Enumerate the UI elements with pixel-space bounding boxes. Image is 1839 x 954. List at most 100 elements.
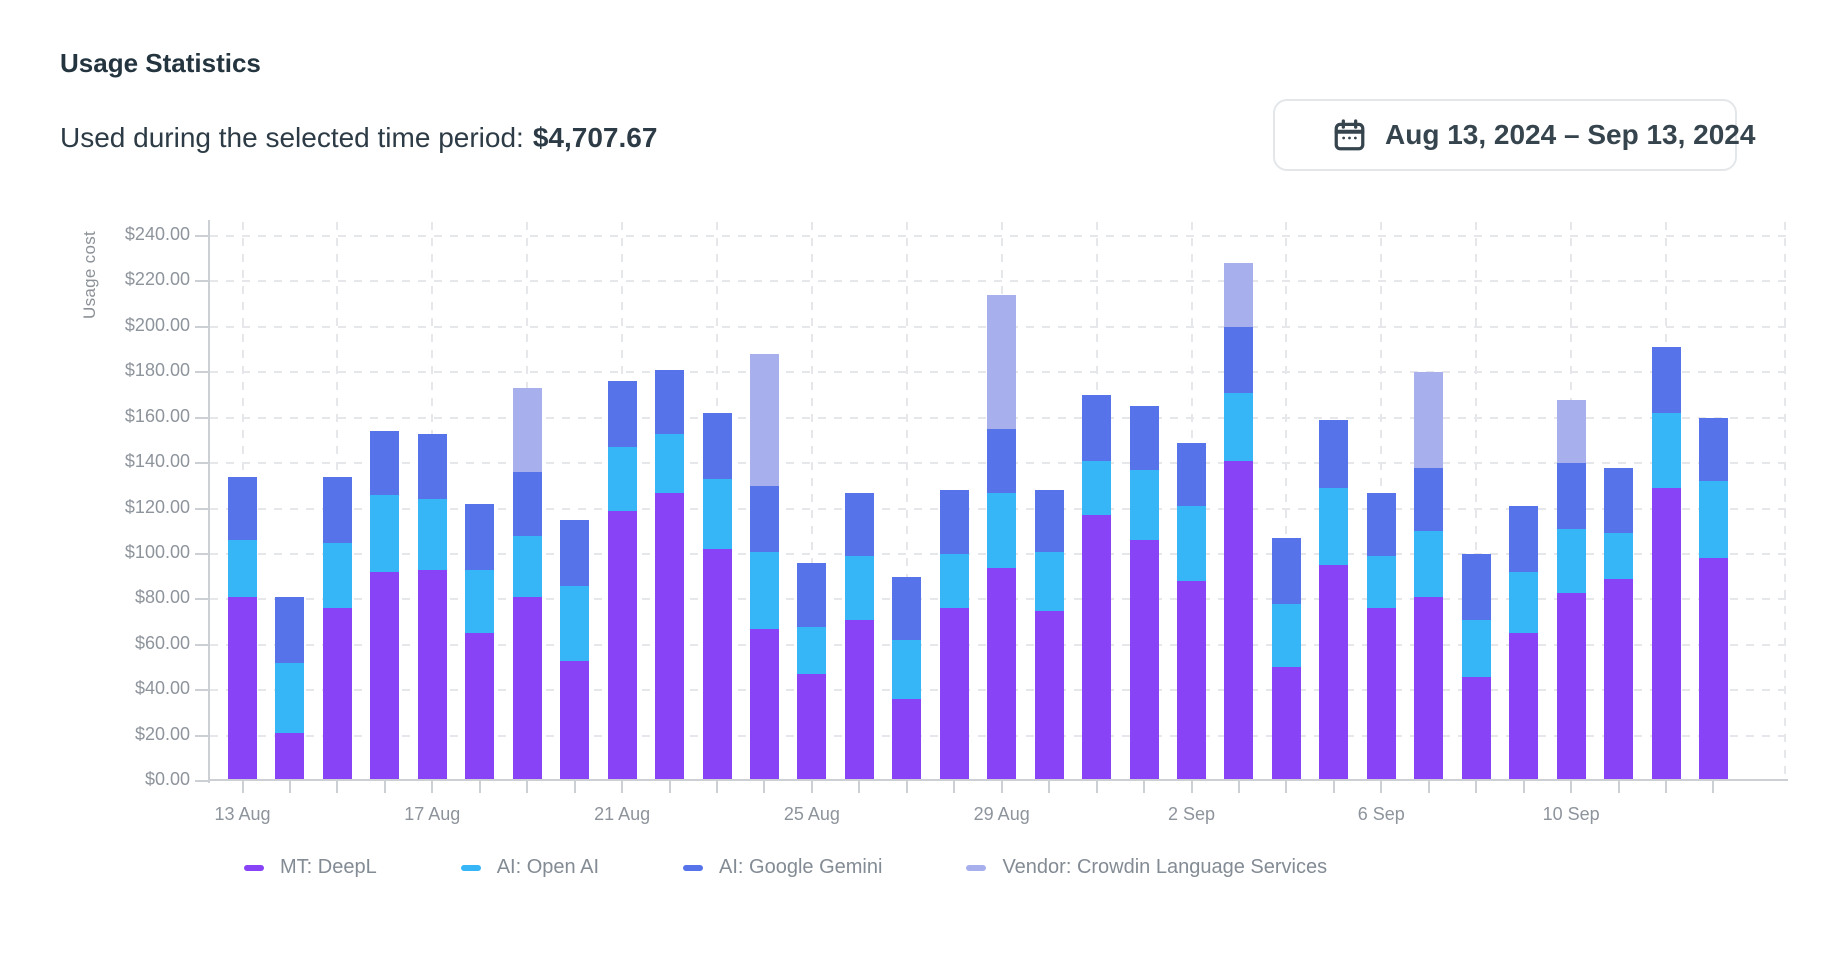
bar-segment[interactable] xyxy=(1556,399,1586,464)
bar-segment[interactable] xyxy=(560,585,590,661)
bar-segment[interactable] xyxy=(1461,553,1491,620)
bar-segment[interactable] xyxy=(1651,347,1681,414)
bar-segment[interactable] xyxy=(749,551,779,629)
bar-segment[interactable] xyxy=(702,478,732,550)
bar-segment[interactable] xyxy=(1604,578,1634,781)
bar-segment[interactable] xyxy=(797,626,827,675)
bar-segment[interactable] xyxy=(1461,676,1491,781)
bar-segment[interactable] xyxy=(465,569,495,634)
bar-segment[interactable] xyxy=(1034,610,1064,781)
bar-segment[interactable] xyxy=(512,388,542,473)
bar-segment[interactable] xyxy=(322,476,352,543)
bar-segment[interactable] xyxy=(1366,492,1396,557)
bar-segment[interactable] xyxy=(322,608,352,781)
bar-segment[interactable] xyxy=(655,433,685,493)
date-range-picker[interactable]: Aug 13, 2024 – Sep 13, 2024 xyxy=(1273,99,1755,171)
bar-segment[interactable] xyxy=(417,433,447,500)
legend-item[interactable]: Vendor: Crowdin Language Services xyxy=(966,856,1327,879)
bar-segment[interactable] xyxy=(560,660,590,781)
bar-segment[interactable] xyxy=(1414,597,1444,781)
bar-segment[interactable] xyxy=(1319,565,1349,781)
bar-segment[interactable] xyxy=(607,510,637,781)
bar-segment[interactable] xyxy=(1366,608,1396,781)
bar-segment[interactable] xyxy=(1319,419,1349,489)
bar-segment[interactable] xyxy=(228,597,257,781)
legend-item[interactable]: MT: DeepL xyxy=(244,856,377,879)
bar-segment[interactable] xyxy=(939,553,969,609)
bar-segment[interactable] xyxy=(1271,538,1301,604)
bar-segment[interactable] xyxy=(1177,581,1206,781)
bar-segment[interactable] xyxy=(1698,558,1728,781)
bar-segment[interactable] xyxy=(275,733,305,781)
bar-segment[interactable] xyxy=(1271,667,1301,781)
bar-segment[interactable] xyxy=(1177,506,1206,582)
bar-segment[interactable] xyxy=(1651,413,1681,489)
bar-segment[interactable] xyxy=(749,628,779,781)
bar-segment[interactable] xyxy=(939,608,969,781)
bar-segment[interactable] xyxy=(749,485,779,552)
bar-segment[interactable] xyxy=(1604,533,1634,579)
bar-segment[interactable] xyxy=(1414,531,1444,598)
bar-segment[interactable] xyxy=(512,472,542,536)
bar-segment[interactable] xyxy=(1698,481,1728,559)
bar-segment[interactable] xyxy=(1461,619,1491,677)
bar-segment[interactable] xyxy=(512,535,542,598)
bar-segment[interactable] xyxy=(987,492,1017,568)
bar-segment[interactable] xyxy=(892,576,922,641)
bar-segment[interactable] xyxy=(1224,326,1254,393)
bar-segment[interactable] xyxy=(370,572,400,781)
bar-segment[interactable] xyxy=(417,499,447,570)
bar-segment[interactable] xyxy=(1224,460,1254,781)
bar-segment[interactable] xyxy=(1034,551,1064,611)
bar-segment[interactable] xyxy=(1129,469,1159,541)
bar-segment[interactable] xyxy=(370,431,400,495)
bar-segment[interactable] xyxy=(560,519,590,586)
bar-segment[interactable] xyxy=(417,569,447,781)
bar-segment[interactable] xyxy=(607,447,637,511)
bar-segment[interactable] xyxy=(1082,460,1112,516)
bar-segment[interactable] xyxy=(987,429,1017,493)
bar-segment[interactable] xyxy=(939,490,969,554)
bar-segment[interactable] xyxy=(655,492,685,781)
bar-segment[interactable] xyxy=(1034,490,1064,552)
bar-segment[interactable] xyxy=(987,295,1017,429)
bar-segment[interactable] xyxy=(797,674,827,781)
bar-segment[interactable] xyxy=(1414,467,1444,532)
bar-segment[interactable] xyxy=(1509,633,1539,781)
bar-segment[interactable] xyxy=(1319,488,1349,566)
bar-segment[interactable] xyxy=(1177,442,1206,507)
bar-segment[interactable] xyxy=(512,597,542,781)
bar-segment[interactable] xyxy=(1366,556,1396,609)
bar-segment[interactable] xyxy=(1556,528,1586,593)
bar-segment[interactable] xyxy=(1556,463,1586,529)
legend-item[interactable]: AI: Open AI xyxy=(460,856,599,879)
bar-segment[interactable] xyxy=(749,354,779,486)
bar-segment[interactable] xyxy=(1604,467,1634,534)
bar-segment[interactable] xyxy=(844,556,874,620)
bar-segment[interactable] xyxy=(370,494,400,573)
bar-segment[interactable] xyxy=(844,492,874,557)
bar-segment[interactable] xyxy=(655,369,685,434)
bar-segment[interactable] xyxy=(228,540,257,598)
bar-segment[interactable] xyxy=(607,381,637,448)
bar-segment[interactable] xyxy=(1082,515,1112,781)
bar-segment[interactable] xyxy=(702,413,732,479)
bar-segment[interactable] xyxy=(1651,488,1681,781)
bar-segment[interactable] xyxy=(1414,372,1444,468)
bar-segment[interactable] xyxy=(987,567,1017,781)
bar-segment[interactable] xyxy=(1129,540,1159,781)
legend-item[interactable]: AI: Google Gemini xyxy=(683,856,882,879)
bar-segment[interactable] xyxy=(844,619,874,781)
bar-segment[interactable] xyxy=(702,549,732,781)
bar-segment[interactable] xyxy=(892,640,922,700)
bar-segment[interactable] xyxy=(322,542,352,609)
bar-segment[interactable] xyxy=(1271,603,1301,668)
bar-segment[interactable] xyxy=(275,662,305,734)
bar-segment[interactable] xyxy=(1224,263,1254,327)
bar-segment[interactable] xyxy=(275,597,305,663)
bar-segment[interactable] xyxy=(892,699,922,781)
bar-segment[interactable] xyxy=(465,503,495,570)
bar-segment[interactable] xyxy=(465,633,495,781)
bar-segment[interactable] xyxy=(1082,394,1112,461)
bar-segment[interactable] xyxy=(1509,572,1539,634)
